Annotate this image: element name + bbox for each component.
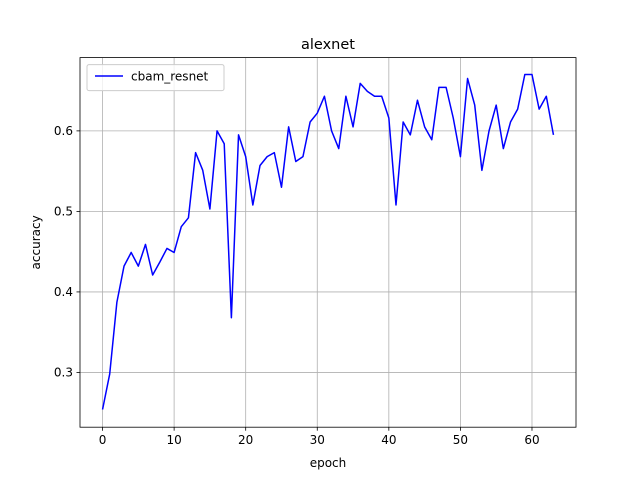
y-tick-label: 0.5 — [54, 205, 73, 219]
x-axis-label: epoch — [310, 456, 347, 470]
series-line-cbam_resnet — [101, 73, 555, 410]
chart-title: alexnet — [301, 37, 355, 53]
x-tick-label: 60 — [524, 433, 539, 447]
series-layer — [101, 73, 555, 410]
y-tick-label: 0.3 — [54, 366, 73, 380]
legend: cbam_resnet — [86, 64, 225, 92]
x-tick-label: 30 — [310, 433, 325, 447]
y-tick-label: 0.6 — [54, 124, 73, 138]
axis-ticks: 0 10 20 30 40 50 60 0.3 0.4 0.5 0.6 — [54, 124, 540, 447]
x-tick-label: 20 — [238, 433, 253, 447]
x-tick-label: 10 — [166, 433, 181, 447]
legend-box — [86, 64, 225, 92]
x-tick-label: 40 — [381, 433, 396, 447]
y-axis-label: accuracy — [29, 215, 43, 269]
x-tick-label: 50 — [453, 433, 468, 447]
x-tick-label: 0 — [99, 433, 107, 447]
plot-frame — [79, 57, 577, 428]
y-tick-label: 0.4 — [54, 285, 73, 299]
plot-area-background — [80, 57, 576, 428]
legend-label: cbam_resnet — [131, 70, 209, 84]
